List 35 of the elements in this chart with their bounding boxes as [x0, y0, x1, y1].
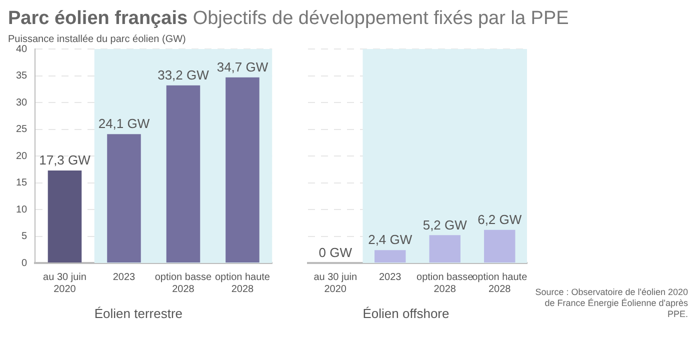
x-tick-label: au 30 juin 2020	[314, 272, 358, 295]
y-tick-label: 20	[16, 150, 28, 162]
data-label: 6,2 GW	[478, 212, 522, 227]
data-label: 34,7 GW	[216, 59, 269, 74]
y-tick-label: 40	[16, 44, 28, 55]
x-axis-title: Éolien terrestre	[94, 306, 183, 322]
x-tick-label: option basse 2028	[154, 272, 212, 295]
bar	[226, 77, 260, 262]
data-label: 33,2 GW	[158, 67, 210, 82]
y-tick-label: 0	[22, 258, 28, 269]
bar	[48, 170, 82, 262]
y-axis-title: Puissance installée du parc éolien (GW)	[8, 34, 187, 45]
x-tick-label: option haute 2028	[214, 272, 270, 295]
data-label: 24,1 GW	[98, 116, 150, 132]
y-tick-label: 10	[16, 204, 28, 216]
data-label: 17,3 GW	[39, 152, 92, 168]
bar	[107, 134, 141, 262]
x-tick-label: option haute 2028	[472, 272, 528, 295]
data-label: 2,4 GW	[368, 232, 413, 248]
x-tick-label: 2023	[379, 272, 402, 283]
data-label: 5,2 GW	[422, 217, 468, 232]
y-tick-label: 35	[16, 70, 28, 82]
x-tick-label: au 30 juin 2020	[43, 272, 86, 295]
x-tick-label: 2023	[112, 272, 136, 283]
source-note: Source : Observatoire de l'éolien 2020 de France Énergie Éolienne d'après PPE.	[535, 286, 688, 319]
y-tick-label: 25	[16, 124, 28, 135]
x-axis-title: Éolien offshore	[362, 306, 450, 322]
y-tick-label: 15	[16, 178, 28, 188]
y-tick-label: 5	[22, 231, 28, 242]
chart-title: Parc éolien français	[8, 8, 188, 29]
data-label: 0 GW	[318, 245, 353, 260]
y-tick-label: 30	[16, 97, 28, 108]
bar	[166, 85, 200, 262]
text: Objectifs de développement fixés par la PPE	[192, 8, 569, 29]
x-tick-label: option basse 2028	[416, 272, 474, 295]
